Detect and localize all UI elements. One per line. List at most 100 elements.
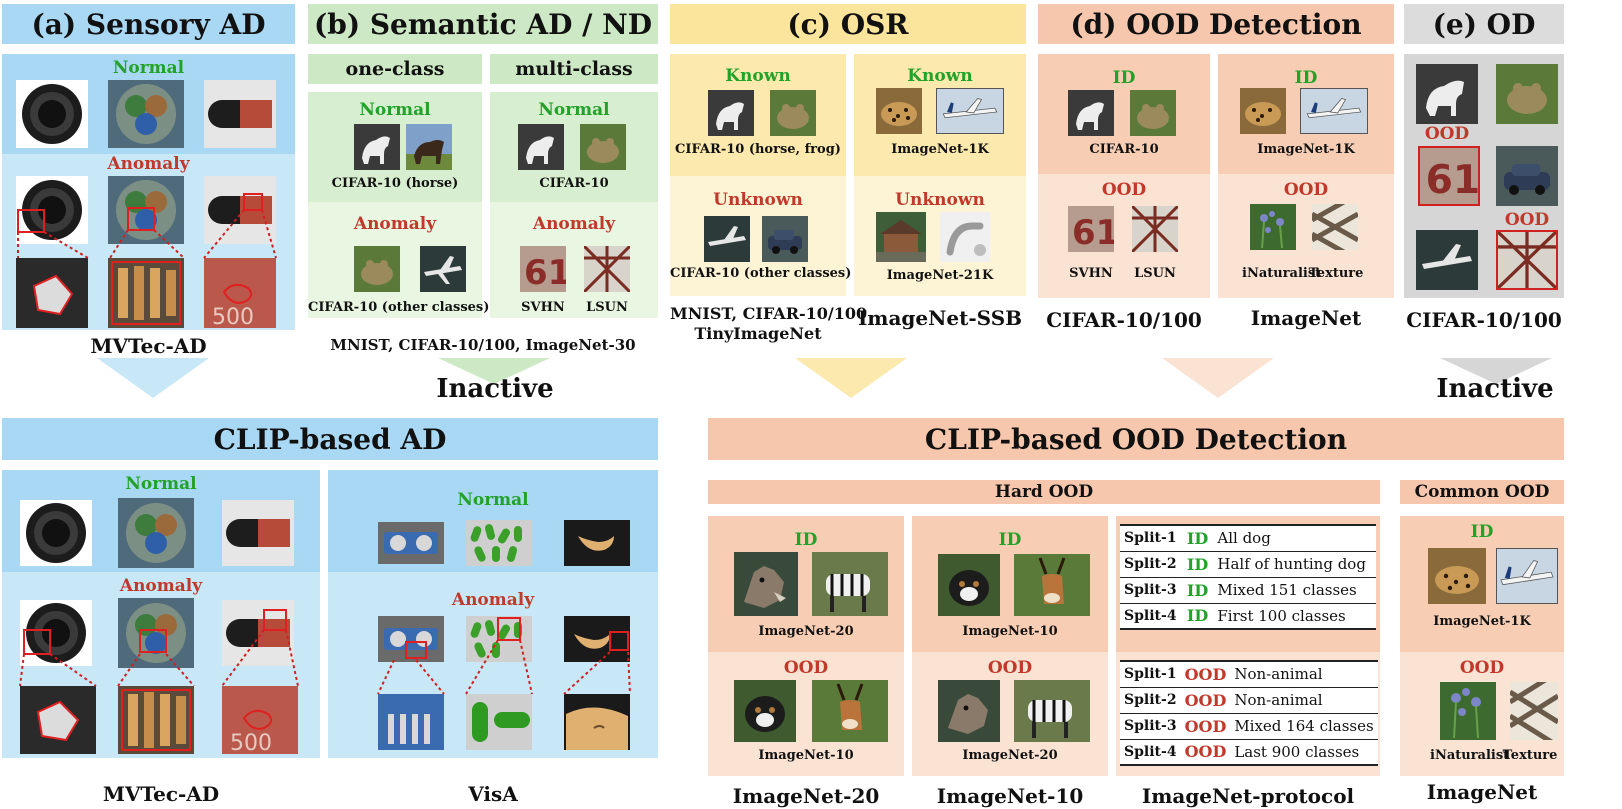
cable-anomaly-image bbox=[108, 176, 184, 244]
visa-cashew-anomaly-image bbox=[564, 616, 630, 662]
table-row: Split-1 ID All dog bbox=[1120, 524, 1376, 552]
osr-known-left-label: Known bbox=[725, 66, 791, 86]
ood-ood-left-panel bbox=[1038, 174, 1210, 298]
od-dataset-label: CIFAR-10/100 bbox=[1406, 308, 1562, 332]
semantic-ad-header: (b) Semantic AD / ND bbox=[308, 4, 658, 44]
ood-texture-image bbox=[1312, 204, 1358, 250]
split-name: Split-2 bbox=[1120, 551, 1183, 578]
ood-id-right-caption: ImageNet-1K bbox=[1257, 142, 1355, 157]
visa-cashew-image bbox=[564, 520, 630, 566]
clip-ad-dataset-right: VisA bbox=[468, 782, 518, 806]
in10-dataset-label: ImageNet-10 bbox=[936, 784, 1084, 808]
split-tag: OOD bbox=[1180, 687, 1231, 714]
id-split-table: Split-1 ID All dog Split-2 ID Half of huntin… bbox=[1120, 524, 1376, 630]
clip-cable-anomaly-image bbox=[118, 598, 194, 668]
one-class-anomaly-caption: CIFAR-10 (other classes) bbox=[308, 300, 490, 315]
osr-down-arrow bbox=[795, 358, 907, 398]
ood-ood-right-panel bbox=[1218, 174, 1394, 298]
svg-text:61: 61 bbox=[1072, 213, 1114, 252]
od-horse-image bbox=[1416, 64, 1478, 124]
common-ood-label: OOD bbox=[1459, 658, 1505, 678]
osr-airplane-image bbox=[936, 88, 1004, 134]
osr-handrail-image bbox=[940, 212, 990, 262]
osr-known-right-label: Known bbox=[907, 66, 973, 86]
frog-image bbox=[580, 124, 626, 170]
table-row: Split-3 OOD Mixed 164 classes bbox=[1120, 713, 1378, 740]
in10-zebra-image bbox=[1014, 680, 1090, 742]
od-frog-image bbox=[1496, 64, 1558, 124]
osr-cheetah-image bbox=[876, 88, 922, 134]
in20-id-label: ID bbox=[794, 530, 818, 550]
in20-id-caption: ImageNet-20 bbox=[758, 624, 854, 639]
common-airplane-image bbox=[1496, 548, 1558, 604]
in20-ood-label: OOD bbox=[783, 658, 829, 678]
osr-unknown-right-label: Unknown bbox=[895, 190, 985, 210]
frog-anomaly-image bbox=[354, 246, 400, 292]
split-desc: Half of hunting dog bbox=[1213, 551, 1376, 578]
common-dataset-label: ImageNet bbox=[1426, 780, 1538, 804]
screw-ring-image bbox=[16, 80, 88, 148]
ood-dataset-right: ImageNet bbox=[1250, 306, 1362, 330]
split-desc: Non-animal bbox=[1230, 660, 1378, 688]
visa-cashew-zoom-image bbox=[564, 694, 630, 750]
split-tag: OOD bbox=[1180, 660, 1231, 688]
horse-brown-image bbox=[406, 124, 452, 170]
osr-unknown-airplane-image bbox=[704, 216, 750, 262]
svhn-caption: SVHN bbox=[521, 300, 565, 315]
split-tag: OOD bbox=[1180, 713, 1231, 740]
sensory-down-arrow bbox=[97, 358, 209, 398]
split-desc: Mixed 164 classes bbox=[1230, 713, 1378, 740]
split-desc: First 100 classes bbox=[1213, 603, 1376, 630]
split-name: Split-1 bbox=[1120, 660, 1181, 688]
clip-ad-normal-right-label: Normal bbox=[457, 490, 529, 510]
semantic-down-arrow bbox=[438, 358, 550, 384]
table-row: Split-3 ID Mixed 151 classes bbox=[1120, 577, 1376, 604]
clip-capsule-zoom-image: 500 bbox=[222, 686, 298, 754]
ood-id-left-panel bbox=[1038, 54, 1210, 174]
in10-ood-caption: ImageNet-20 bbox=[962, 748, 1058, 763]
visa-pcb-anomaly-image bbox=[378, 616, 444, 662]
svg-text:500: 500 bbox=[212, 305, 254, 328]
osr-unknown-car-image bbox=[762, 216, 808, 262]
in20-impala-image bbox=[812, 680, 888, 742]
osr-unknown-right-caption: ImageNet-21K bbox=[886, 268, 994, 283]
split-desc: Non-animal bbox=[1230, 687, 1378, 714]
clip-screw-ring-anomaly-image bbox=[20, 600, 92, 666]
capsule-zoom-image: 500 bbox=[204, 258, 276, 328]
split-desc: All dog bbox=[1213, 524, 1376, 552]
osr-pavilion-image bbox=[876, 212, 926, 262]
common-id-caption: ImageNet-1K bbox=[1433, 614, 1531, 629]
one-class-header: one-class bbox=[308, 54, 482, 84]
sensory-normal-label: Normal bbox=[112, 58, 185, 78]
common-inaturalist-caption: iNaturalist bbox=[1430, 748, 1510, 763]
visa-capsules-anomaly-image bbox=[466, 616, 532, 662]
split-desc: Last 900 classes bbox=[1230, 739, 1378, 766]
common-cheetah-image bbox=[1428, 548, 1486, 604]
osr-horse-image bbox=[708, 90, 754, 136]
in10-impala-image bbox=[1014, 554, 1090, 616]
osr-header: (c) OSR bbox=[670, 4, 1026, 44]
split-name: Split-3 bbox=[1120, 713, 1181, 740]
ood-ood-right-label: OOD bbox=[1283, 180, 1329, 200]
semantic-datasets-label: MNIST, CIFAR-10/100, ImageNet-30 bbox=[330, 336, 636, 354]
table-row: Split-4 ID First 100 classes bbox=[1120, 603, 1376, 630]
osr-unknown-left-panel bbox=[670, 176, 846, 296]
clip-capsule-anomaly-image bbox=[222, 600, 294, 666]
svg-text:61: 61 bbox=[524, 253, 566, 292]
clip-ood-header: CLIP-based OOD Detection bbox=[708, 418, 1564, 460]
screw-ring-anomaly-image bbox=[16, 176, 88, 244]
ood-texture-caption: Texture bbox=[1308, 266, 1364, 281]
osr-datasets-left-2: TinyImageNet bbox=[694, 324, 822, 343]
ood-lsun-caption: LSUN bbox=[1134, 266, 1176, 281]
in20-ood-caption: ImageNet-10 bbox=[758, 748, 854, 763]
od-header: (e) OD bbox=[1404, 4, 1564, 44]
capsule-image bbox=[204, 80, 276, 148]
ood-svhn-image: 61 bbox=[1068, 206, 1114, 252]
od-airplane-image bbox=[1416, 230, 1478, 290]
one-class-normal-caption: CIFAR-10 (horse) bbox=[331, 176, 459, 191]
table-row: Split-1 OOD Non-animal bbox=[1120, 660, 1378, 688]
in10-id-caption: ImageNet-10 bbox=[962, 624, 1058, 639]
ood-dataset-left: CIFAR-10/100 bbox=[1046, 308, 1202, 332]
ood-airplane-image bbox=[1300, 88, 1368, 134]
ood-detection-header: (d) OOD Detection bbox=[1038, 4, 1394, 44]
